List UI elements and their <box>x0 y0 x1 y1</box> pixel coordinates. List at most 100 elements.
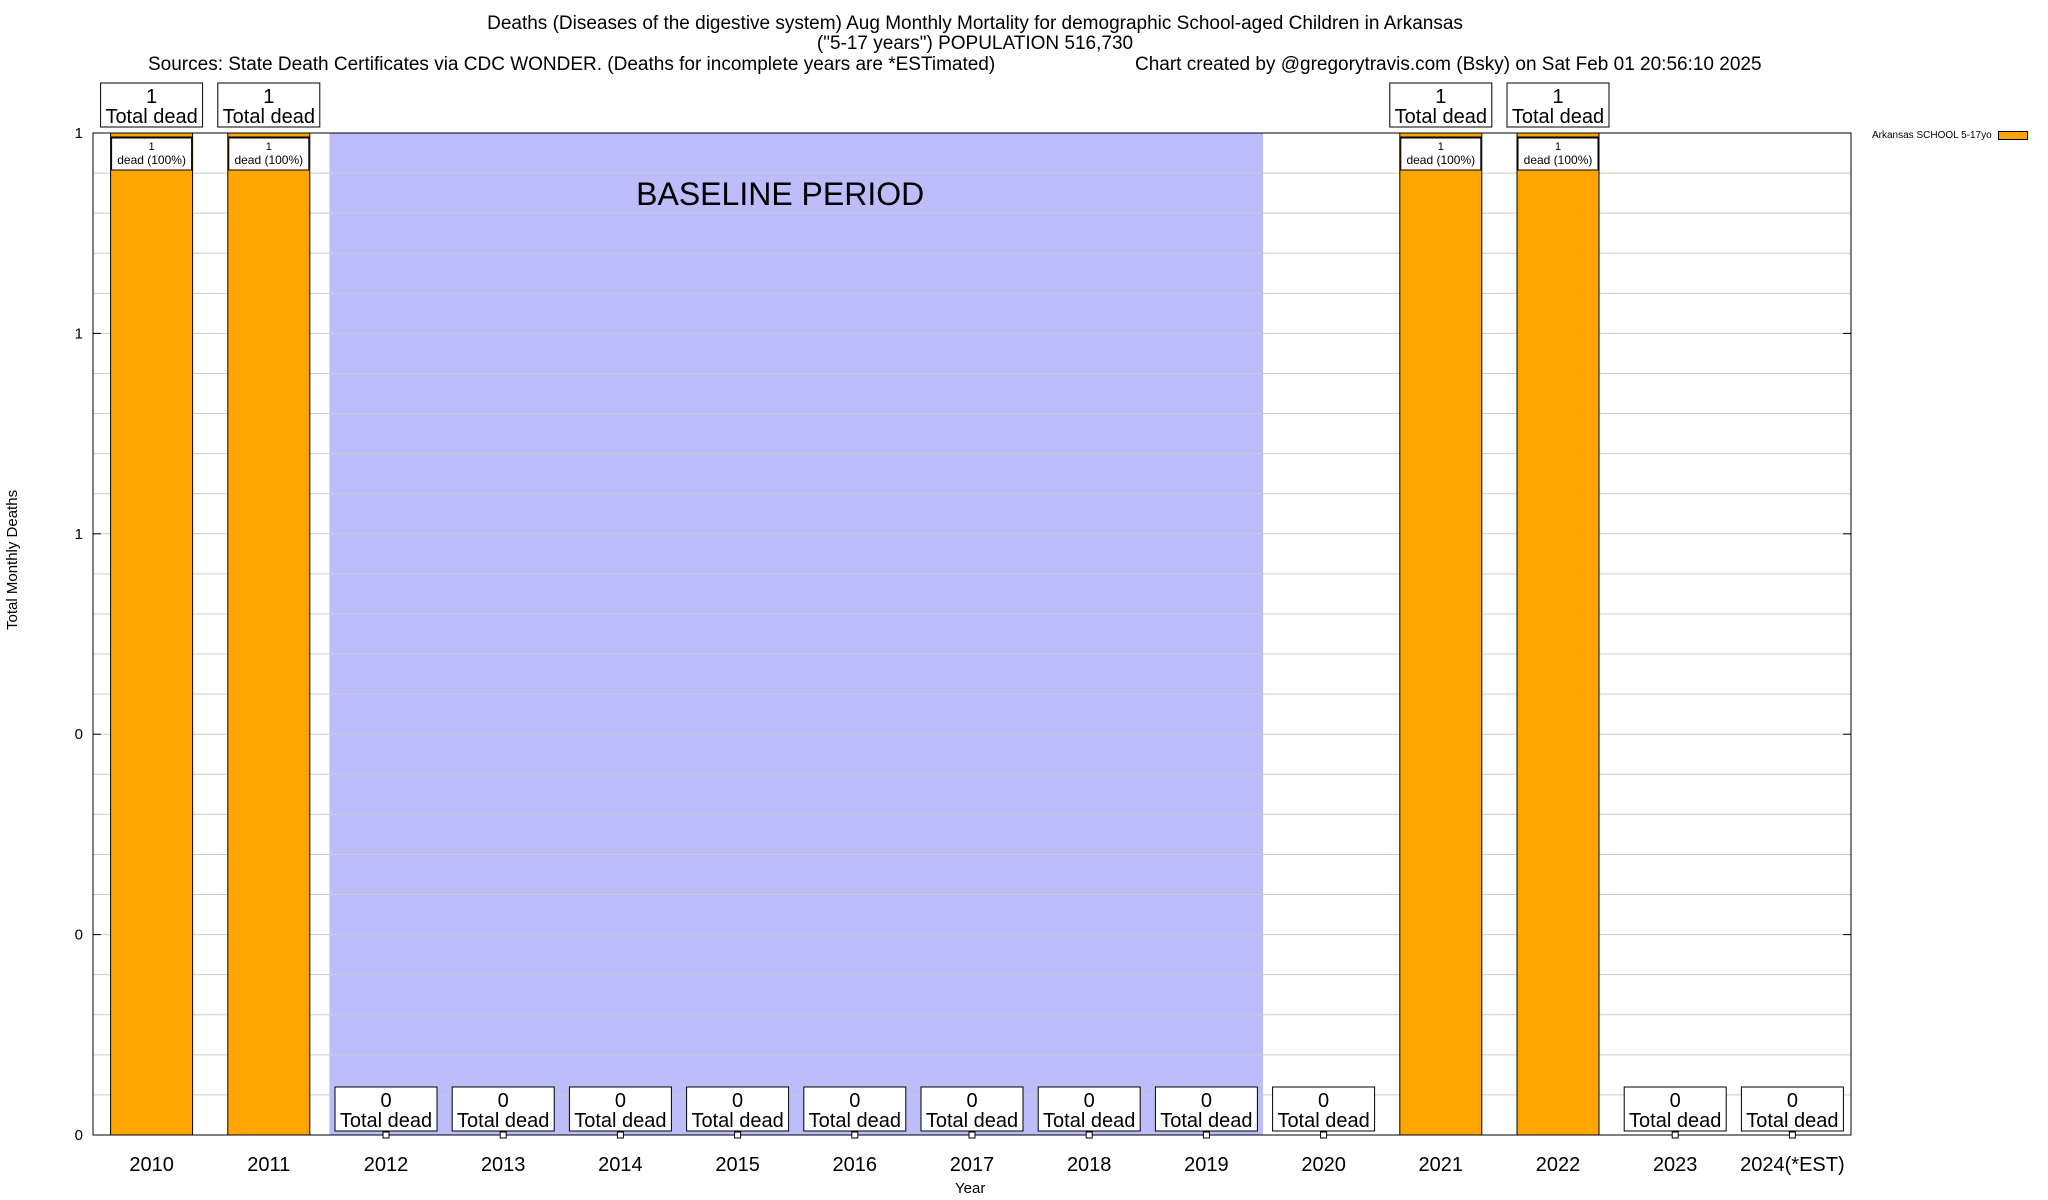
zero-bar-marker <box>499 1131 507 1139</box>
legend-swatch <box>1997 131 2028 140</box>
x-tick-label: 2014 <box>598 1154 643 1176</box>
y-axis-ticks: 0 0 0 1 1 1 <box>75 125 1851 1144</box>
total-label-text: Total dead <box>574 1110 666 1132</box>
total-label-box <box>686 1086 790 1132</box>
zero-bar-marker <box>1320 1131 1328 1139</box>
total-label-count: 0 <box>498 1090 509 1112</box>
y-axis-label: Total Monthly Deaths <box>4 489 21 630</box>
total-label-count: 0 <box>1201 1090 1212 1112</box>
x-tick-label: 2019 <box>1184 1154 1229 1176</box>
zero-bar-marker <box>968 1131 976 1139</box>
baseline-region <box>329 133 1263 1135</box>
baseline-label: BASELINE PERIOD <box>636 176 924 212</box>
zero-bar-marker <box>851 1131 859 1139</box>
y-tick-label: 1 <box>75 526 83 543</box>
bar <box>1516 132 1600 1136</box>
total-label-count: 0 <box>1787 1090 1798 1112</box>
total-label-box <box>1272 1086 1376 1132</box>
total-label-box <box>803 1086 907 1132</box>
total-label-count: 1 <box>1435 86 1446 108</box>
total-label-box <box>451 1086 555 1132</box>
total-label-count: 1 <box>263 86 274 108</box>
total-label-text: Total dead <box>340 1110 432 1132</box>
total-label-text: Total dead <box>457 1110 549 1132</box>
x-tick-label: 2016 <box>833 1154 878 1176</box>
segment-label-count: 1 <box>1555 141 1561 153</box>
total-label-box <box>100 82 204 128</box>
bar <box>1399 132 1483 1136</box>
total-label-box <box>1506 82 1610 128</box>
x-tick-label: 2023 <box>1653 1154 1698 1176</box>
y-tick-label: 1 <box>75 125 83 142</box>
total-label-count: 0 <box>1670 1090 1681 1112</box>
total-label-count: 0 <box>615 1090 626 1112</box>
zero-bar-marker <box>382 1131 390 1139</box>
x-axis-label: Year <box>955 1180 986 1197</box>
segment-label-box <box>1400 137 1482 171</box>
sources-note: Sources: State Death Certificates via CD… <box>148 54 996 75</box>
segment-label-count: 1 <box>266 141 272 153</box>
total-label-text: Total dead <box>1160 1110 1252 1132</box>
x-tick-label: 2021 <box>1419 1154 1464 1176</box>
y-tick-label: 0 <box>75 726 83 743</box>
total-label-count: 0 <box>1318 1090 1329 1112</box>
total-label-box <box>568 1086 672 1132</box>
total-label-count: 1 <box>146 86 157 108</box>
total-label-box <box>1623 1086 1727 1132</box>
x-tick-label: 2017 <box>950 1154 995 1176</box>
total-label-box <box>1389 82 1493 128</box>
segment-label-box <box>1517 137 1599 171</box>
chart-credit: Chart created by @gregorytravis.com (Bsk… <box>1135 54 1762 75</box>
total-label-box <box>1740 1086 1844 1132</box>
total-label-count: 1 <box>1552 86 1563 108</box>
y-tick-label: 0 <box>75 1127 83 1144</box>
total-label-text: Total dead <box>926 1110 1018 1132</box>
total-label-text: Total dead <box>1395 106 1487 128</box>
segment-label-box <box>111 137 193 171</box>
chart-subtitle: ("5-17 years") POPULATION 516,730 <box>816 33 1134 54</box>
zero-bar-marker <box>1671 1131 1679 1139</box>
total-label-count: 0 <box>966 1090 977 1112</box>
total-label-text: Total dead <box>1277 1110 1369 1132</box>
total-label-text: Total dead <box>1629 1110 1721 1132</box>
total-label-box <box>1154 1086 1258 1132</box>
total-label-text: Total dead <box>691 1110 783 1132</box>
segment-label-pct: dead (100%) <box>1406 153 1475 167</box>
x-axis-ticks: 2010 2011 2012 2013 2014 2015 2016 2017 2018 2019… <box>129 1154 1844 1176</box>
total-label-text: Total dead <box>223 106 315 128</box>
y-tick-label: 0 <box>75 927 83 944</box>
total-label-count: 0 <box>380 1090 391 1112</box>
total-label-box <box>334 1086 438 1132</box>
zero-bar-marker <box>1202 1131 1210 1139</box>
bars-group <box>110 132 1600 1136</box>
x-tick-label: 2010 <box>129 1154 174 1176</box>
segment-label-pct: dead (100%) <box>117 153 186 167</box>
x-tick-label: 2011 <box>247 1154 290 1176</box>
segment-label-box <box>228 137 310 171</box>
y-tick-label: 1 <box>75 325 83 342</box>
total-label-text: Total dead <box>105 106 197 128</box>
x-tick-label: 2012 <box>364 1154 409 1176</box>
bar <box>227 132 311 1136</box>
zero-bar-marker <box>734 1131 742 1139</box>
total-label-box <box>920 1086 1024 1132</box>
x-tick-label: 2020 <box>1301 1154 1346 1176</box>
zero-bar-marker <box>1085 1131 1093 1139</box>
segment-label-pct: dead (100%) <box>234 153 303 167</box>
total-label-text: Total dead <box>1043 1110 1135 1132</box>
segment-label-count: 1 <box>1438 141 1444 153</box>
segment-label-count: 1 <box>149 141 155 153</box>
x-tick-label: 2015 <box>715 1154 760 1176</box>
total-label-text: Total dead <box>809 1110 901 1132</box>
x-tick-label: 2024(*EST) <box>1740 1154 1845 1176</box>
legend: Arkansas SCHOOL 5-17yo <box>1872 130 2028 141</box>
zero-bar-marker <box>616 1131 624 1139</box>
total-label-text: Total dead <box>1512 106 1604 128</box>
total-label-count: 0 <box>1084 1090 1095 1112</box>
total-label-count: 0 <box>849 1090 860 1112</box>
bar <box>110 132 194 1136</box>
legend-label: Arkansas SCHOOL 5-17yo <box>1872 130 1992 141</box>
x-tick-label: 2013 <box>481 1154 526 1176</box>
